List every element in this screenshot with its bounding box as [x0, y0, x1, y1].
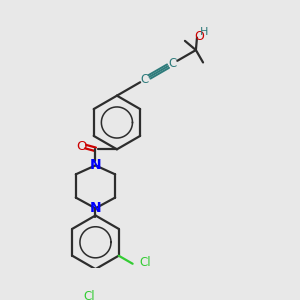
Text: N: N — [90, 201, 101, 215]
Text: H: H — [200, 27, 208, 37]
Text: Cl: Cl — [139, 256, 151, 269]
Text: O: O — [76, 140, 86, 153]
Text: Cl: Cl — [84, 290, 95, 300]
Text: C: C — [169, 57, 177, 70]
Text: N: N — [90, 158, 101, 172]
Text: O: O — [194, 30, 204, 43]
Text: C: C — [141, 73, 149, 86]
